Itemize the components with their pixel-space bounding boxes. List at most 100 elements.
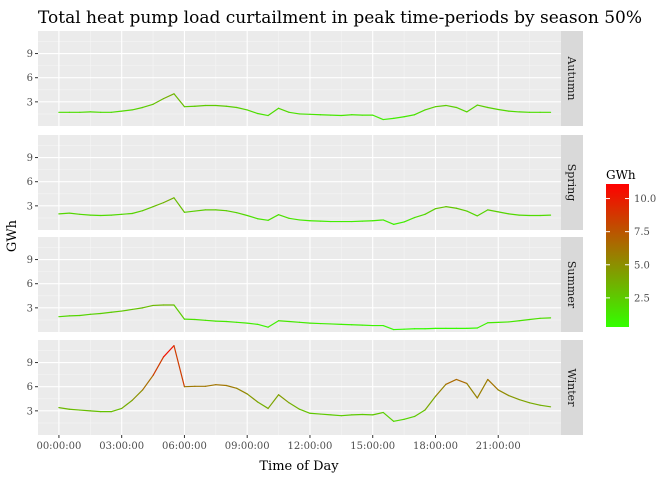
- line-segment-spring: [445, 206, 457, 209]
- panel-winter: 3 6 9 Winter: [27, 340, 583, 435]
- line-segment-autumn: [288, 111, 301, 115]
- line-segment-autumn: [277, 107, 290, 113]
- line-segment-winter: [89, 410, 102, 413]
- line-segment-winter: [225, 384, 238, 389]
- facet-strip-label: Summer: [565, 261, 578, 309]
- line-segment-summer: [194, 318, 206, 321]
- line-segment-winter: [340, 414, 353, 417]
- line-segment-winter: [79, 409, 91, 412]
- panel-summer: 3 6 9 Summer: [27, 237, 583, 332]
- x-axis-title: Time of Day: [259, 459, 339, 474]
- facet-strip: [561, 135, 583, 230]
- colorbar-label: 2.5: [634, 293, 650, 304]
- line-segment-spring: [68, 212, 81, 215]
- line-segment-spring: [162, 197, 175, 204]
- line-segment-spring: [487, 209, 499, 213]
- line-segment-spring: [508, 213, 520, 216]
- line-segment-winter: [309, 412, 322, 415]
- line-segment-summer: [518, 318, 531, 322]
- line-segment-winter: [372, 411, 384, 416]
- line-segment-spring: [215, 209, 227, 212]
- facet-strip-label: Autumn: [565, 55, 578, 100]
- line-segment-spring: [434, 206, 447, 210]
- line-segment-winter: [288, 402, 301, 410]
- line-segment-autumn: [393, 116, 405, 119]
- x-tick-label: 21:00:00: [476, 441, 521, 452]
- line-segment-spring: [476, 209, 489, 217]
- colorbar-label: 10.0: [634, 194, 656, 205]
- panel-background: [38, 237, 561, 332]
- line-segment-summer: [100, 311, 112, 315]
- y-tick-label: 3: [27, 201, 33, 212]
- facet-panels: 3 6 9 Autumn 3 6 9 Spring 3 6 9 Summer 3 6 9 Winter: [27, 31, 583, 435]
- panel-background: [38, 135, 561, 230]
- x-tick-label: 15:00:00: [350, 441, 395, 452]
- line-segment-spring: [424, 208, 437, 215]
- line-segment-autumn: [340, 114, 353, 117]
- line-segment-summer: [508, 320, 520, 323]
- line-segment-winter: [393, 418, 405, 422]
- line-segment-winter: [413, 409, 426, 418]
- line-segment-winter: [319, 413, 332, 416]
- line-segment-spring: [277, 214, 290, 219]
- x-tick-label: 06:00:00: [162, 441, 207, 452]
- x-tick-label: 12:00:00: [287, 441, 332, 452]
- line-segment-autumn: [497, 108, 510, 112]
- facet-strip: [561, 31, 583, 126]
- line-segment-spring: [382, 219, 395, 225]
- x-tick-label: 03:00:00: [99, 441, 144, 452]
- facet-strip-label: Spring: [565, 164, 578, 201]
- line-segment-winter: [508, 394, 520, 401]
- line-segment-summer: [236, 321, 248, 324]
- line-segment-spring: [413, 213, 426, 219]
- x-axis: 00:00:00 03:00:00 06:00:00 09:00:00 12:00:00…: [36, 435, 521, 452]
- line-segment-spring: [194, 209, 206, 212]
- line-segment-autumn: [194, 104, 206, 107]
- y-tick-label: 9: [27, 358, 33, 369]
- line-segment-spring: [131, 210, 144, 215]
- line-segment-winter: [330, 414, 342, 417]
- line-segment-summer: [131, 307, 144, 311]
- line-segment-autumn: [215, 104, 227, 107]
- line-segment-summer: [204, 319, 217, 322]
- colorbar-legend: GWh 2.5 5.0 7.5 10.0: [606, 168, 656, 327]
- line-segment-winter: [445, 378, 457, 385]
- line-segment-autumn: [455, 106, 468, 113]
- line-segment-winter: [476, 378, 489, 399]
- line-segment-autumn: [476, 104, 489, 109]
- line-segment-summer: [257, 323, 269, 328]
- line-segment-autumn: [445, 104, 457, 109]
- y-tick-label: 3: [27, 303, 33, 314]
- line-segment-spring: [455, 207, 468, 212]
- line-segment-winter: [142, 374, 154, 391]
- line-segment-summer: [89, 312, 102, 315]
- line-segment-autumn: [110, 110, 123, 113]
- line-segment-autumn: [152, 98, 165, 105]
- y-tick-label: 3: [27, 97, 33, 108]
- line-segment-spring: [183, 210, 196, 213]
- line-segment-spring: [58, 212, 70, 215]
- line-segment-spring: [142, 206, 154, 212]
- line-segment-winter: [298, 408, 311, 414]
- y-tick-label: 3: [27, 406, 33, 417]
- y-tick-label: 9: [27, 153, 33, 164]
- line-segment-winter: [173, 345, 186, 388]
- line-segment-spring: [372, 219, 384, 222]
- line-segment-winter: [152, 356, 165, 377]
- line-segment-spring: [79, 213, 91, 216]
- line-segment-autumn: [236, 106, 248, 111]
- line-segment-autumn: [173, 93, 186, 108]
- line-segment-summer: [382, 324, 395, 331]
- line-segment-summer: [529, 317, 541, 321]
- line-segment-autumn: [487, 106, 499, 111]
- line-segment-autumn: [413, 109, 426, 116]
- line-segment-summer: [476, 322, 489, 329]
- line-segment-winter: [434, 383, 447, 397]
- line-segment-autumn: [382, 117, 395, 121]
- line-segment-autumn: [403, 114, 416, 118]
- line-segment-summer: [142, 304, 154, 309]
- line-segment-spring: [152, 202, 165, 208]
- y-tick-label: 9: [27, 255, 33, 266]
- line-segment-spring: [288, 217, 301, 221]
